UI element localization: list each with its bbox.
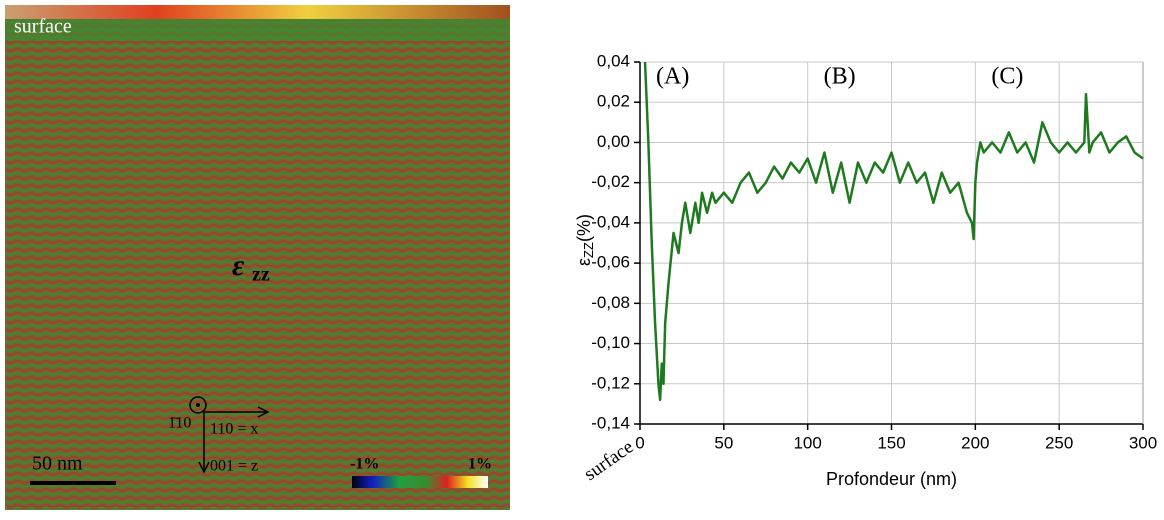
axis-out-dot [196, 403, 200, 407]
y-tick-label: -0,14 [591, 413, 630, 432]
x-tick-label: 200 [961, 433, 989, 452]
axis-z-label: 001 = z [210, 458, 258, 475]
chart: -0,14 -0,12 -0,10 -0,08 -0,06 -0,04 -0,02 0,00 0… [574, 51, 1157, 488]
x-tick-label: 250 [1045, 433, 1073, 452]
x-tick-label: 0 [635, 433, 644, 452]
axis-y-label: 1̄10 [168, 415, 191, 432]
arrow-head [198, 461, 210, 474]
y-axis-title-part: ε [574, 258, 594, 266]
region-label: (B) [824, 64, 856, 90]
y-tick-label: 0,04 [597, 51, 630, 70]
y-axis-title: εZZ(%) [574, 214, 597, 266]
y-axis-title-part: (%) [574, 214, 594, 242]
region-label: (A) [656, 64, 689, 90]
y-tick-label: -0,06 [591, 253, 630, 272]
axis-out-icon [189, 396, 207, 414]
scale-label: 50 nm [32, 453, 83, 475]
x-axis-title: Profondeur (nm) [826, 469, 957, 489]
y-axis-title-part: ZZ [581, 242, 596, 258]
axis-x-label: 110 = x [210, 421, 258, 438]
symbol: ε [232, 249, 245, 282]
colorbar-min: -1% [350, 456, 379, 473]
y-tick-label: -0,10 [591, 333, 630, 352]
x-tick-label: 150 [877, 433, 905, 452]
symbol-sub: zz [252, 264, 270, 286]
surface-band [5, 5, 510, 19]
x-tick-label: 100 [793, 433, 821, 452]
surface-label: surface [580, 436, 637, 485]
x-tick-label: 50 [714, 433, 733, 452]
region-label: (C) [991, 64, 1023, 90]
x-tick-label: 300 [1129, 433, 1157, 452]
scale-bar [30, 481, 116, 485]
near-surface-band [5, 19, 510, 41]
map-image [5, 5, 510, 510]
y-tick-label: 0,02 [597, 92, 630, 111]
strain-map: surface ε zz 1̄10 110 = x 001 = z 50 nm … [5, 5, 510, 510]
arrow-head [257, 406, 270, 418]
y-tick-label: -0,08 [591, 293, 630, 312]
y-tick-label: -0,04 [591, 212, 630, 231]
data-line [643, 61, 1144, 402]
y-tick-label: -0,12 [591, 373, 630, 392]
surface-label: surface [14, 16, 72, 38]
y-tick-label: -0,02 [591, 172, 630, 191]
colorbar-max: 1% [468, 456, 492, 473]
y-tick-label: 0,00 [597, 132, 630, 151]
colorbar [352, 476, 488, 488]
